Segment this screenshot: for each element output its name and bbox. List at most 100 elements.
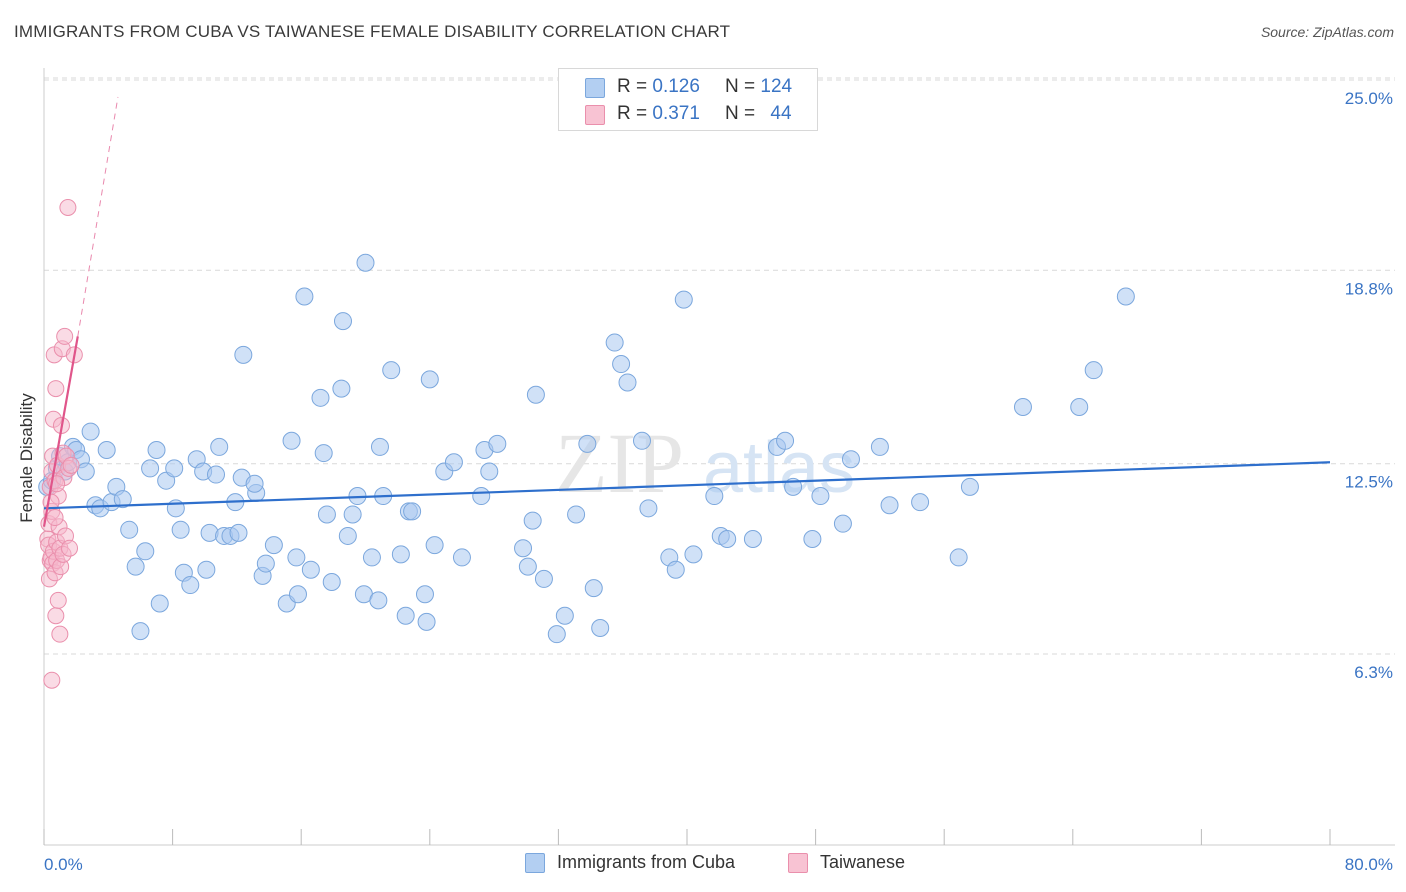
series-cuba-points [38,253,1135,644]
cuba-point-104 [705,487,724,506]
taiwan-point-40 [43,671,61,689]
cuba-point-84 [514,539,533,558]
cuba-point-75 [420,370,439,389]
watermark-zip: ZIP [555,415,684,511]
y-tick-label-1: 18.8% [1345,279,1393,298]
bottom-legend-label-cuba: Immigrants from Cuba [557,852,736,872]
cuba-point-55 [317,505,336,524]
taiwan-point-21 [49,591,67,609]
stats-legend: R = 0.126 N = 124 R = 0.371 N = 44 [558,68,818,131]
cuba-point-74 [417,612,436,631]
cuba-point-16 [113,490,132,509]
cuba-point-113 [833,514,852,533]
chart-source: Source: ZipAtlas.com [1260,24,1394,40]
cuba-point-111 [803,530,822,549]
cuba-point-13 [97,440,116,459]
cuba-point-73 [415,585,434,604]
trend-layer [42,96,1331,527]
cuba-point-79 [452,548,471,567]
cuba-point-65 [369,591,388,610]
cuba-point-123 [1116,287,1135,306]
bottom-legend-label-taiwan: Taiwanese [820,852,906,872]
cuba-point-63 [356,253,375,272]
taiwan-point-16 [47,607,65,625]
cuba-point-20 [136,542,155,561]
cuba-point-34 [207,465,226,484]
cuba-point-25 [165,459,184,478]
cuba-point-57 [332,379,351,398]
cuba-point-59 [338,526,357,545]
cuba-point-83 [488,434,507,453]
taiwan-point-17 [47,380,65,398]
taiwan-point-43 [46,509,64,527]
series-taiwan-points [39,199,83,689]
y-tick-label-0: 25.0% [1345,89,1393,108]
cuba-point-109 [776,431,795,450]
cuba-point-90 [555,606,574,625]
cuba-point-112 [811,487,830,506]
cuba-point-64 [362,548,381,567]
cuba-point-106 [718,530,737,549]
legend-n-label: N = [725,103,756,124]
cuba-point-98 [632,431,651,450]
cuba-point-72 [403,502,422,521]
cuba-point-85 [518,557,537,576]
cuba-point-54 [314,444,333,463]
cuba-point-19 [131,622,150,641]
legend-n-label: N = [725,76,756,97]
cuba-point-32 [197,560,216,579]
cuba-point-101 [666,560,685,579]
cuba-point-78 [444,453,463,472]
cuba-point-22 [147,440,166,459]
cuba-point-9 [76,462,95,481]
cuba-point-23 [150,594,169,613]
taiwan-trend-line [42,336,79,527]
cuba-point-118 [949,548,968,567]
cuba-point-52 [301,560,320,579]
bottom-legend-swatch-cuba [525,853,545,873]
legend-r-value-taiwan: 0.371 [652,103,700,124]
cuba-trend-line [43,461,1331,510]
cuba-point-17 [120,520,139,539]
legend-r-value-cuba: 0.126 [652,76,700,97]
taiwan-trend-extension [77,96,119,337]
cuba-point-18 [126,557,145,576]
cuba-point-96 [612,355,631,374]
cuba-point-46 [264,536,283,555]
taiwan-point-32 [56,327,74,345]
cuba-point-45 [256,554,275,573]
chart-title: IMMIGRANTS FROM CUBA VS TAIWANESE FEMALE… [14,22,731,41]
watermark: ZIP atlas [555,415,855,511]
cuba-point-48 [282,431,301,450]
legend-n-value-taiwan: 44 [770,103,792,124]
cuba-point-107 [743,530,762,549]
legend-r-label: R = [617,103,648,124]
legend-swatch-cuba [585,78,605,98]
cuba-point-66 [370,437,389,456]
legend-swatch-taiwan [585,105,605,125]
taiwan-point-37 [61,539,79,557]
cuba-point-88 [534,569,553,588]
cuba-point-119 [960,477,979,496]
legend-row-taiwan: R = 0.371 N = 44 [559,101,817,129]
cuba-point-99 [639,499,658,518]
taiwan-point-38 [62,456,80,474]
cuba-point-122 [1084,361,1103,380]
cuba-point-82 [480,462,499,481]
cuba-point-114 [841,450,860,469]
cuba-point-41 [234,345,253,364]
cuba-point-27 [171,520,190,539]
cuba-point-60 [343,505,362,524]
bottom-legend-swatch-taiwan [788,853,808,873]
cuba-point-68 [382,361,401,380]
cuba-point-91 [567,505,586,524]
cuba-point-70 [396,606,415,625]
cuba-point-21 [141,459,160,478]
tick-labels: 25.0% 18.8% 12.5% 6.3% 0.0% 80.0% [44,89,1393,874]
cuba-point-49 [287,548,306,567]
y-axis-label: Female Disability [17,393,36,523]
cuba-point-97 [618,373,637,392]
cuba-point-35 [210,437,229,456]
cuba-point-51 [295,287,314,306]
